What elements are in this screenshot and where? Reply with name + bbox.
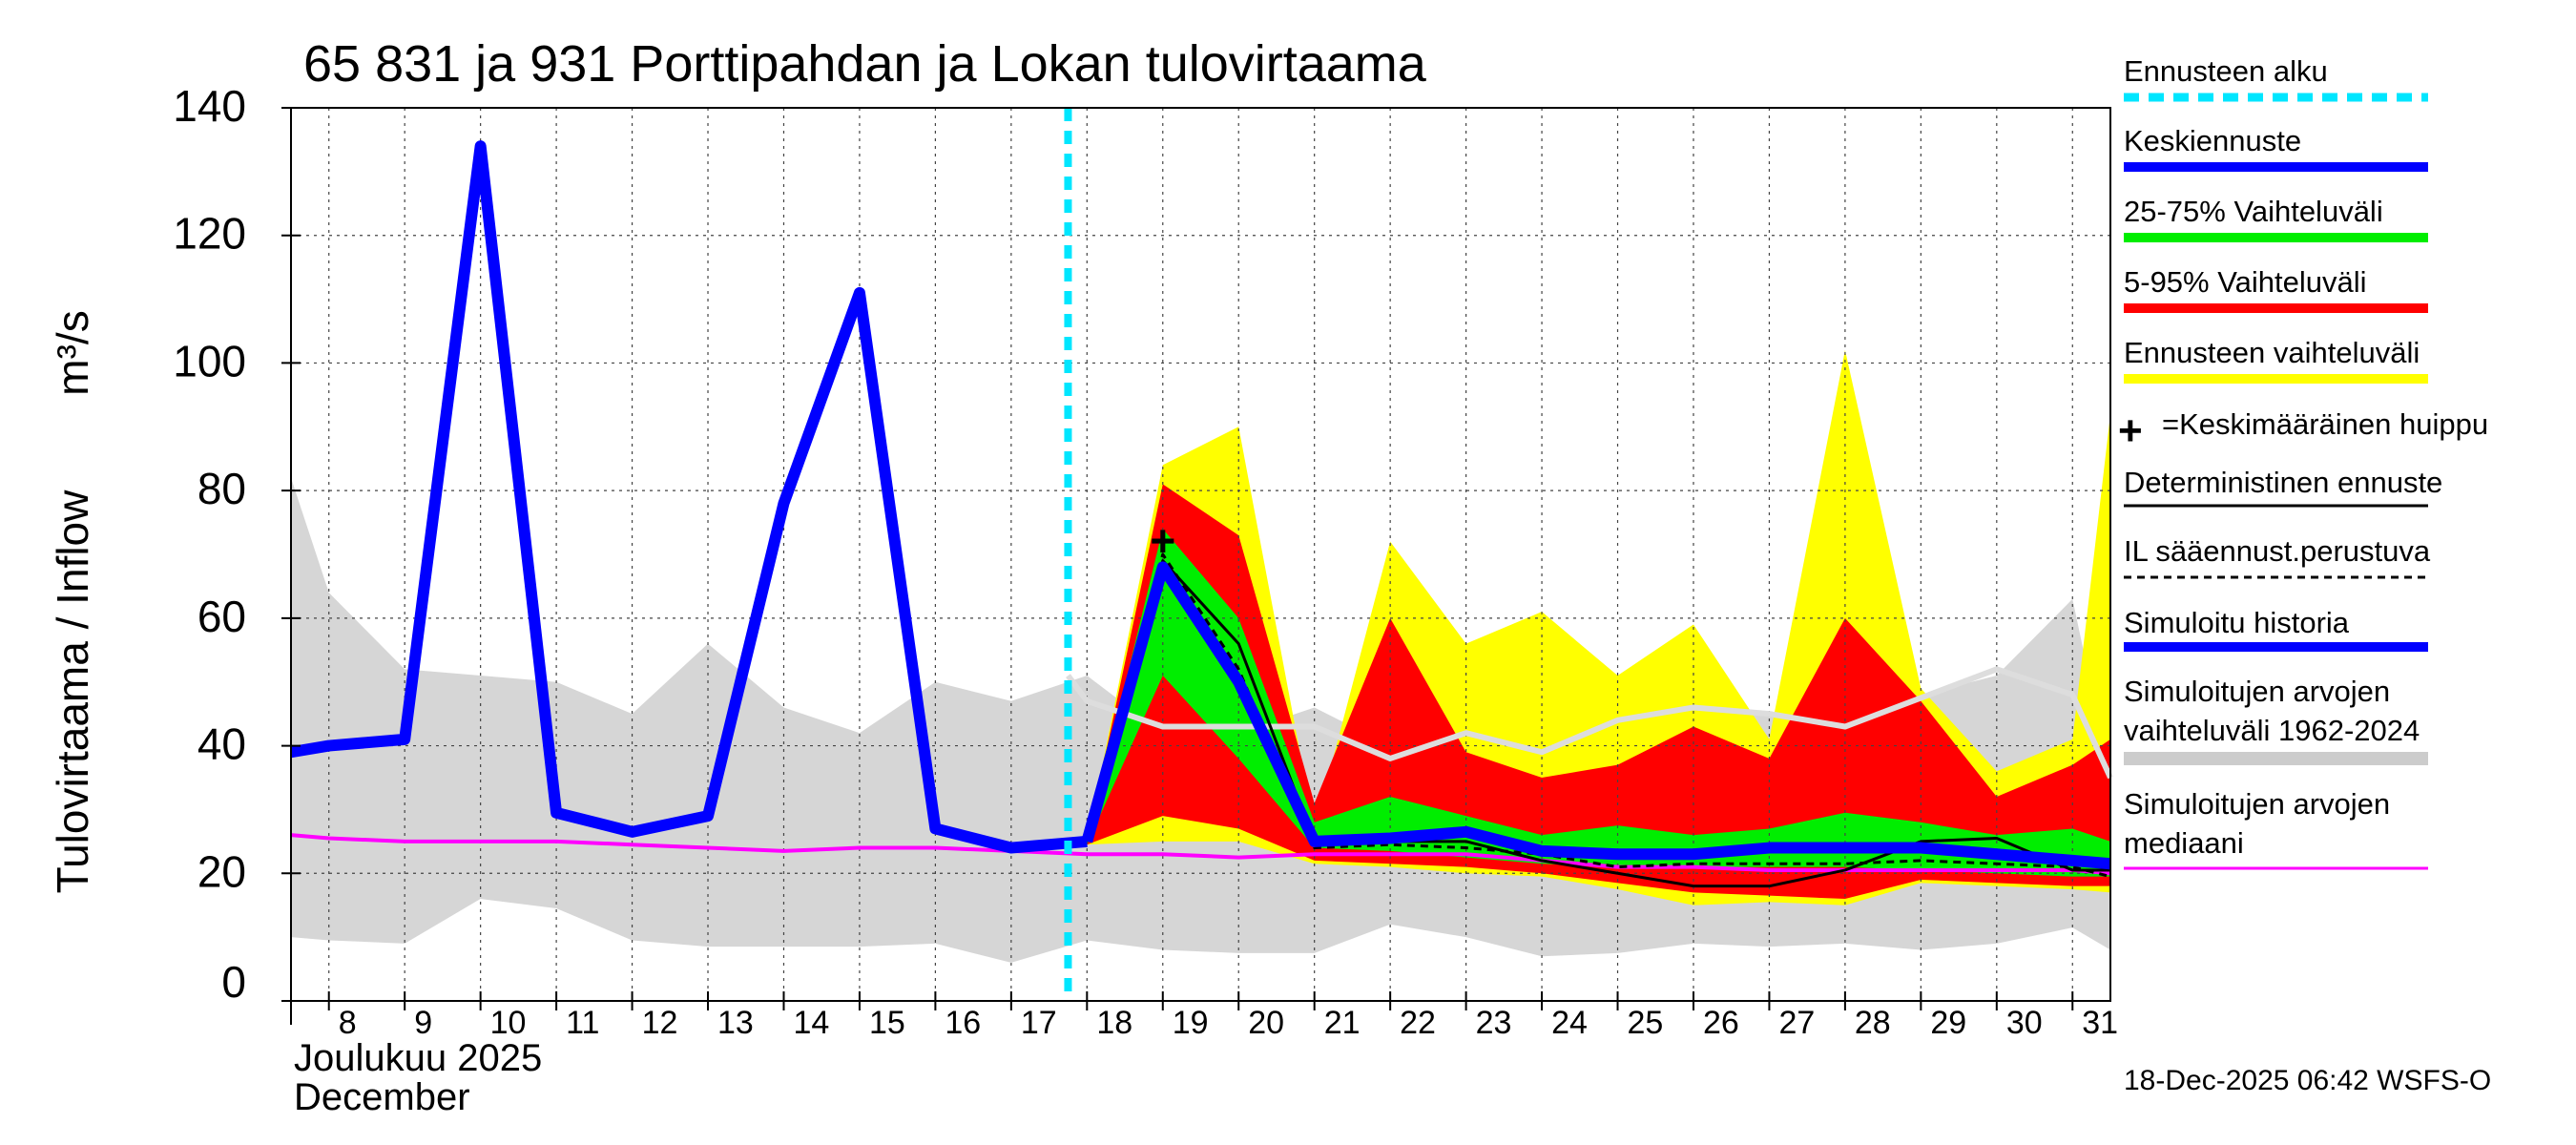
x-tick-label: 9 [414,1005,432,1041]
line-simuloitu-historia [290,140,1088,854]
x-tick-label: 28 [1855,1005,1891,1041]
band-5-95-vaihteluv-li [1068,484,2110,900]
legend-label-5-95-vaihteluv-li: 5-95% Vaihteluväli [2124,265,2366,299]
line-simuloitujen-arvojen-mediaani-ennuste [1066,666,2113,780]
x-tick-label: 31 [2082,1005,2118,1041]
axis-layer: 0 20 40 60 80 100 120 140 8 9 10 11 12 13 14 15 16 17 18 19… [173,81,2118,1041]
y-tick-label: 100 [173,336,246,385]
x-tick-label: 24 [1551,1005,1588,1041]
x-tick-label: 14 [793,1005,829,1041]
x-tick-label: 22 [1400,1005,1436,1041]
line-layer: + [290,108,2113,1001]
x-tick-label: 12 [642,1005,678,1041]
y-tick-label: 60 [197,592,246,641]
x-tick-label: 30 [2006,1005,2043,1041]
x-tick-label: 13 [717,1005,754,1041]
x-tick-label: 25 [1628,1005,1664,1041]
footer-timestamp: 18-Dec-2025 06:42 WSFS-O [2124,1065,2491,1096]
x-tick-label: 8 [339,1005,357,1041]
legend-label-simuloitujen-arvojen: mediaani [2124,826,2244,860]
legend-label-keskiennuste: Keskiennuste [2124,124,2301,157]
month-label-fi: Joulukuu 2025 [294,1037,542,1079]
x-tick-label: 15 [869,1005,905,1041]
x-tick-label: 21 [1324,1005,1361,1041]
legend-label-simuloitujen-arvojen: Simuloitujen arvojen [2124,675,2390,708]
x-tick-label: 16 [945,1005,981,1041]
plot-frame [290,107,2111,1002]
legend-label-25-75-vaihteluv-li: 25-75% Vaihteluväli [2124,195,2383,228]
peak-marker: + [1150,516,1175,566]
y-axis-label: Tulovirtaama / Inflow [48,489,97,893]
y-tick-label: 20 [197,846,246,896]
chart-title: 65 831 ja 931 Porttipahdan ja Lokan tulo… [303,35,1427,93]
legend-label-il-s-ennust-perustuva: IL sääennust.perustuva [2124,534,2431,568]
legend-label-ennusteen-alku: Ennusteen alku [2124,54,2328,88]
legend-label-simuloitu-historia: Simuloitu historia [2124,606,2350,639]
line-deterministinen-ennuste [1085,559,2110,888]
x-tick-label: 20 [1248,1005,1284,1041]
legend-label-ennusteen-vaihteluv-li: Ennusteen vaihteluväli [2124,336,2420,369]
x-tick-label: 29 [1930,1005,1966,1041]
x-tick-label: 27 [1778,1005,1815,1041]
x-tick-label: 18 [1096,1005,1132,1041]
line-keskiennuste [1081,561,2111,870]
legend: Ennusteen alku Keskiennuste 25-75% Vaihtel… [2118,54,2488,870]
legend-label-keskim-r-inen-huippu: =Keskimääräinen huippu [2162,407,2488,441]
x-tick-label: 10 [490,1005,527,1041]
month-label-en: December [294,1076,470,1118]
legend-label-deterministinen-ennuste: Deterministinen ennuste [2124,466,2442,499]
x-tick-label: 23 [1476,1005,1512,1041]
y-axis-unit: m³/s [48,310,97,395]
legend-label-simuloitujen-arvojen: vaihteluväli 1962-2024 [2124,714,2420,747]
x-tick-label: 26 [1703,1005,1739,1041]
x-tick-label: 17 [1021,1005,1057,1041]
x-tick-label: 19 [1173,1005,1209,1041]
y-tick-label: 40 [197,719,246,769]
y-tick-label: 140 [173,81,246,131]
y-tick-label: 80 [197,464,246,513]
line-simuloitujen-arvojen-mediaani [290,833,2111,876]
y-tick-label: 120 [173,209,246,259]
legend-swatch-peak: + [2118,407,2143,454]
x-tick-label: 11 [566,1005,599,1041]
legend-label-simuloitujen-arvojen: Simuloitujen arvojen [2124,787,2390,821]
y-tick-label: 0 [221,957,246,1007]
